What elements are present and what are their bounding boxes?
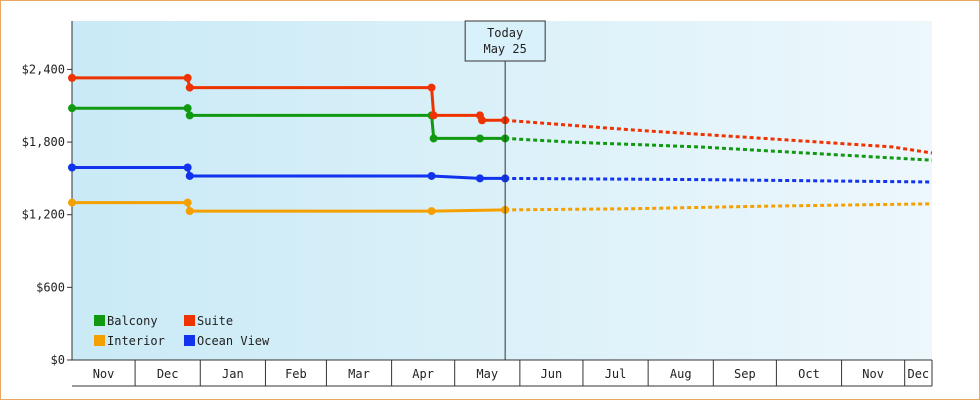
- x-tick-label: Jul: [605, 367, 627, 381]
- data-point: [183, 73, 192, 82]
- data-point: [68, 104, 76, 113]
- y-tick-label: $1,200: [22, 208, 65, 222]
- data-point: [185, 171, 194, 180]
- today-box: [464, 20, 546, 62]
- x-tick-label: Sep: [734, 367, 756, 381]
- y-tick-label: $0: [51, 353, 65, 367]
- legend-swatch: [94, 315, 105, 326]
- legend-swatch: [184, 335, 195, 346]
- x-tick-label: May: [476, 367, 498, 381]
- series-interior: [68, 198, 933, 216]
- data-point: [429, 111, 438, 120]
- x-tick-label: Aug: [670, 367, 692, 381]
- y-tick-label: $1,800: [22, 135, 65, 149]
- data-point: [183, 198, 192, 207]
- series-suite: [68, 73, 933, 155]
- data-point: [68, 198, 76, 207]
- x-tick-label: Oct: [798, 367, 820, 381]
- today-date: May 25: [483, 42, 526, 56]
- legend-swatch: [184, 315, 195, 326]
- x-tick-label: Dec: [907, 367, 929, 381]
- x-tick-label: Jan: [222, 367, 244, 381]
- series-forecast-line: [505, 202, 933, 212]
- data-point: [475, 174, 484, 183]
- legend-label: Ocean View: [197, 334, 270, 348]
- series-forecast-line: [505, 136, 933, 162]
- today-label: Today: [487, 26, 523, 40]
- x-tick-label: Mar: [348, 367, 370, 381]
- data-point: [68, 163, 76, 172]
- data-point: [429, 134, 438, 143]
- x-tick-label: Apr: [412, 367, 434, 381]
- legend-swatch: [94, 335, 105, 346]
- series-forecast-line: [505, 176, 933, 184]
- y-tick-label: $600: [36, 280, 65, 294]
- series-history-line: [72, 166, 506, 180]
- data-point: [427, 171, 436, 180]
- x-tick-label: Nov: [862, 367, 884, 381]
- plot-area: [72, 21, 932, 360]
- data-point: [183, 104, 192, 113]
- x-tick-label: Jun: [541, 367, 563, 381]
- legend-label: Suite: [197, 314, 233, 328]
- series-forecast-line: [505, 118, 933, 155]
- legend-label: Balcony: [107, 314, 158, 328]
- x-tick-label: Dec: [157, 367, 179, 381]
- data-point: [185, 111, 194, 120]
- data-point: [185, 83, 194, 92]
- data-point: [68, 73, 76, 82]
- legend-label: Interior: [107, 334, 165, 348]
- data-point: [475, 134, 484, 143]
- data-point: [427, 207, 436, 216]
- data-point: [478, 116, 487, 125]
- data-point: [183, 163, 192, 172]
- data-point: [427, 83, 436, 92]
- x-tick-label: Feb: [285, 367, 307, 381]
- y-tick-label: $2,400: [22, 62, 65, 76]
- x-tick-label: Nov: [93, 367, 115, 381]
- data-point: [185, 207, 194, 216]
